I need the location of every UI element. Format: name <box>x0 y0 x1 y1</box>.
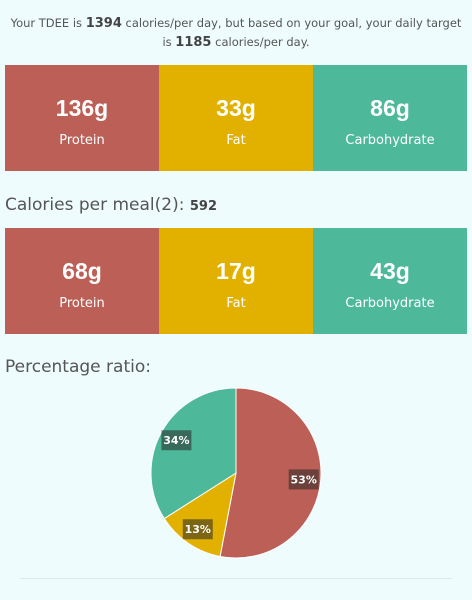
label: Fat <box>226 296 246 311</box>
text: calories/per day, but based on your goal… <box>125 16 462 49</box>
label-box <box>182 519 213 540</box>
macro-card: 33g Fat <box>159 65 313 171</box>
value-label: 53% <box>291 473 317 486</box>
amount: 43g <box>370 258 410 284</box>
meal-macros: 68g Protein 17g Fat 43g Carbohydrate <box>5 228 467 334</box>
meal-heading: Calories per meal(2): 592 <box>5 195 217 215</box>
label: Protein <box>59 133 105 148</box>
divider <box>20 578 452 579</box>
label-box <box>161 430 192 451</box>
value-label: 13% <box>185 523 211 536</box>
label: Fat <box>226 133 246 148</box>
ratio-heading: Percentage ratio: <box>5 357 151 377</box>
text: Calories per meal(2): <box>5 195 185 215</box>
macro-card: 136g Protein <box>5 65 159 171</box>
amount: 68g <box>62 258 102 284</box>
target: 1185 <box>175 35 212 50</box>
macro-card: 86g Carbohydrate <box>313 65 467 171</box>
macro-card: 43g Carbohydrate <box>313 228 467 334</box>
daily-macros: 136g Protein 33g Fat 86g Carbohydrate <box>5 65 467 171</box>
amount: 33g <box>216 95 256 121</box>
label: Carbohydrate <box>345 133 435 148</box>
macro-card: 68g Protein <box>5 228 159 334</box>
amount: 17g <box>216 258 256 284</box>
macro-card: 17g Fat <box>159 228 313 334</box>
label-box <box>288 469 319 490</box>
tdee: 1394 <box>85 16 122 31</box>
text: calories/per day. <box>215 35 310 49</box>
text: Your TDEE is <box>10 16 83 30</box>
pie-slice <box>219 387 322 559</box>
amount: 86g <box>370 95 410 121</box>
label: Protein <box>59 296 105 311</box>
pie-slice <box>163 471 237 558</box>
value-label: 34% <box>163 434 189 447</box>
meal-calories: 592 <box>189 199 218 214</box>
label: Carbohydrate <box>345 296 435 311</box>
pie-chart: 53% 13% 34% <box>150 387 322 559</box>
tdee-summary: Your TDEE is 1394 calories/per day, but … <box>10 14 462 52</box>
amount: 136g <box>55 95 109 121</box>
